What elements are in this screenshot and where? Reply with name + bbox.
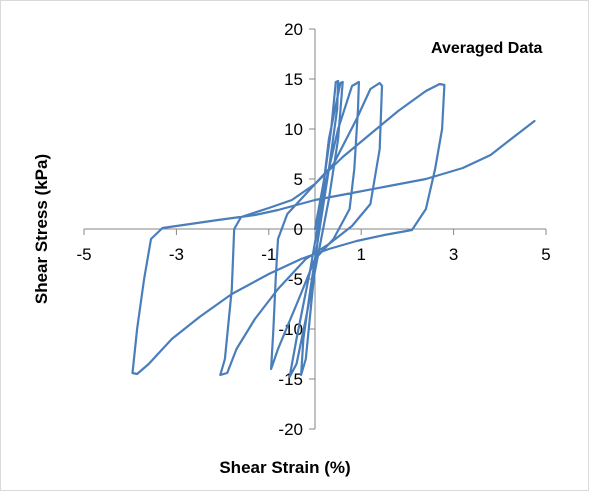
series-layer bbox=[131, 79, 536, 379]
hysteresis-series-line bbox=[131, 79, 536, 379]
x-tick-label: -5 bbox=[76, 245, 91, 264]
y-tick-label: -15 bbox=[278, 370, 303, 389]
y-tick-label: 20 bbox=[284, 20, 303, 39]
y-tick-label: -5 bbox=[288, 270, 303, 289]
y-axis-title: Shear Stress (kPa) bbox=[32, 154, 51, 304]
y-tick-label: 10 bbox=[284, 120, 303, 139]
y-tick-label: 5 bbox=[294, 170, 303, 189]
x-tick-label: 1 bbox=[356, 245, 365, 264]
averaged-data-label: Averaged Data bbox=[431, 40, 543, 57]
x-tick-label: 5 bbox=[541, 245, 550, 264]
x-tick-label: 3 bbox=[449, 245, 458, 264]
x-axis-title: Shear Strain (%) bbox=[219, 458, 350, 477]
y-tick-label: -20 bbox=[278, 420, 303, 439]
x-tick-label: -1 bbox=[261, 245, 276, 264]
x-tick-label: -3 bbox=[169, 245, 184, 264]
y-tick-label: 0 bbox=[294, 220, 303, 239]
y-tick-label: 15 bbox=[284, 70, 303, 89]
